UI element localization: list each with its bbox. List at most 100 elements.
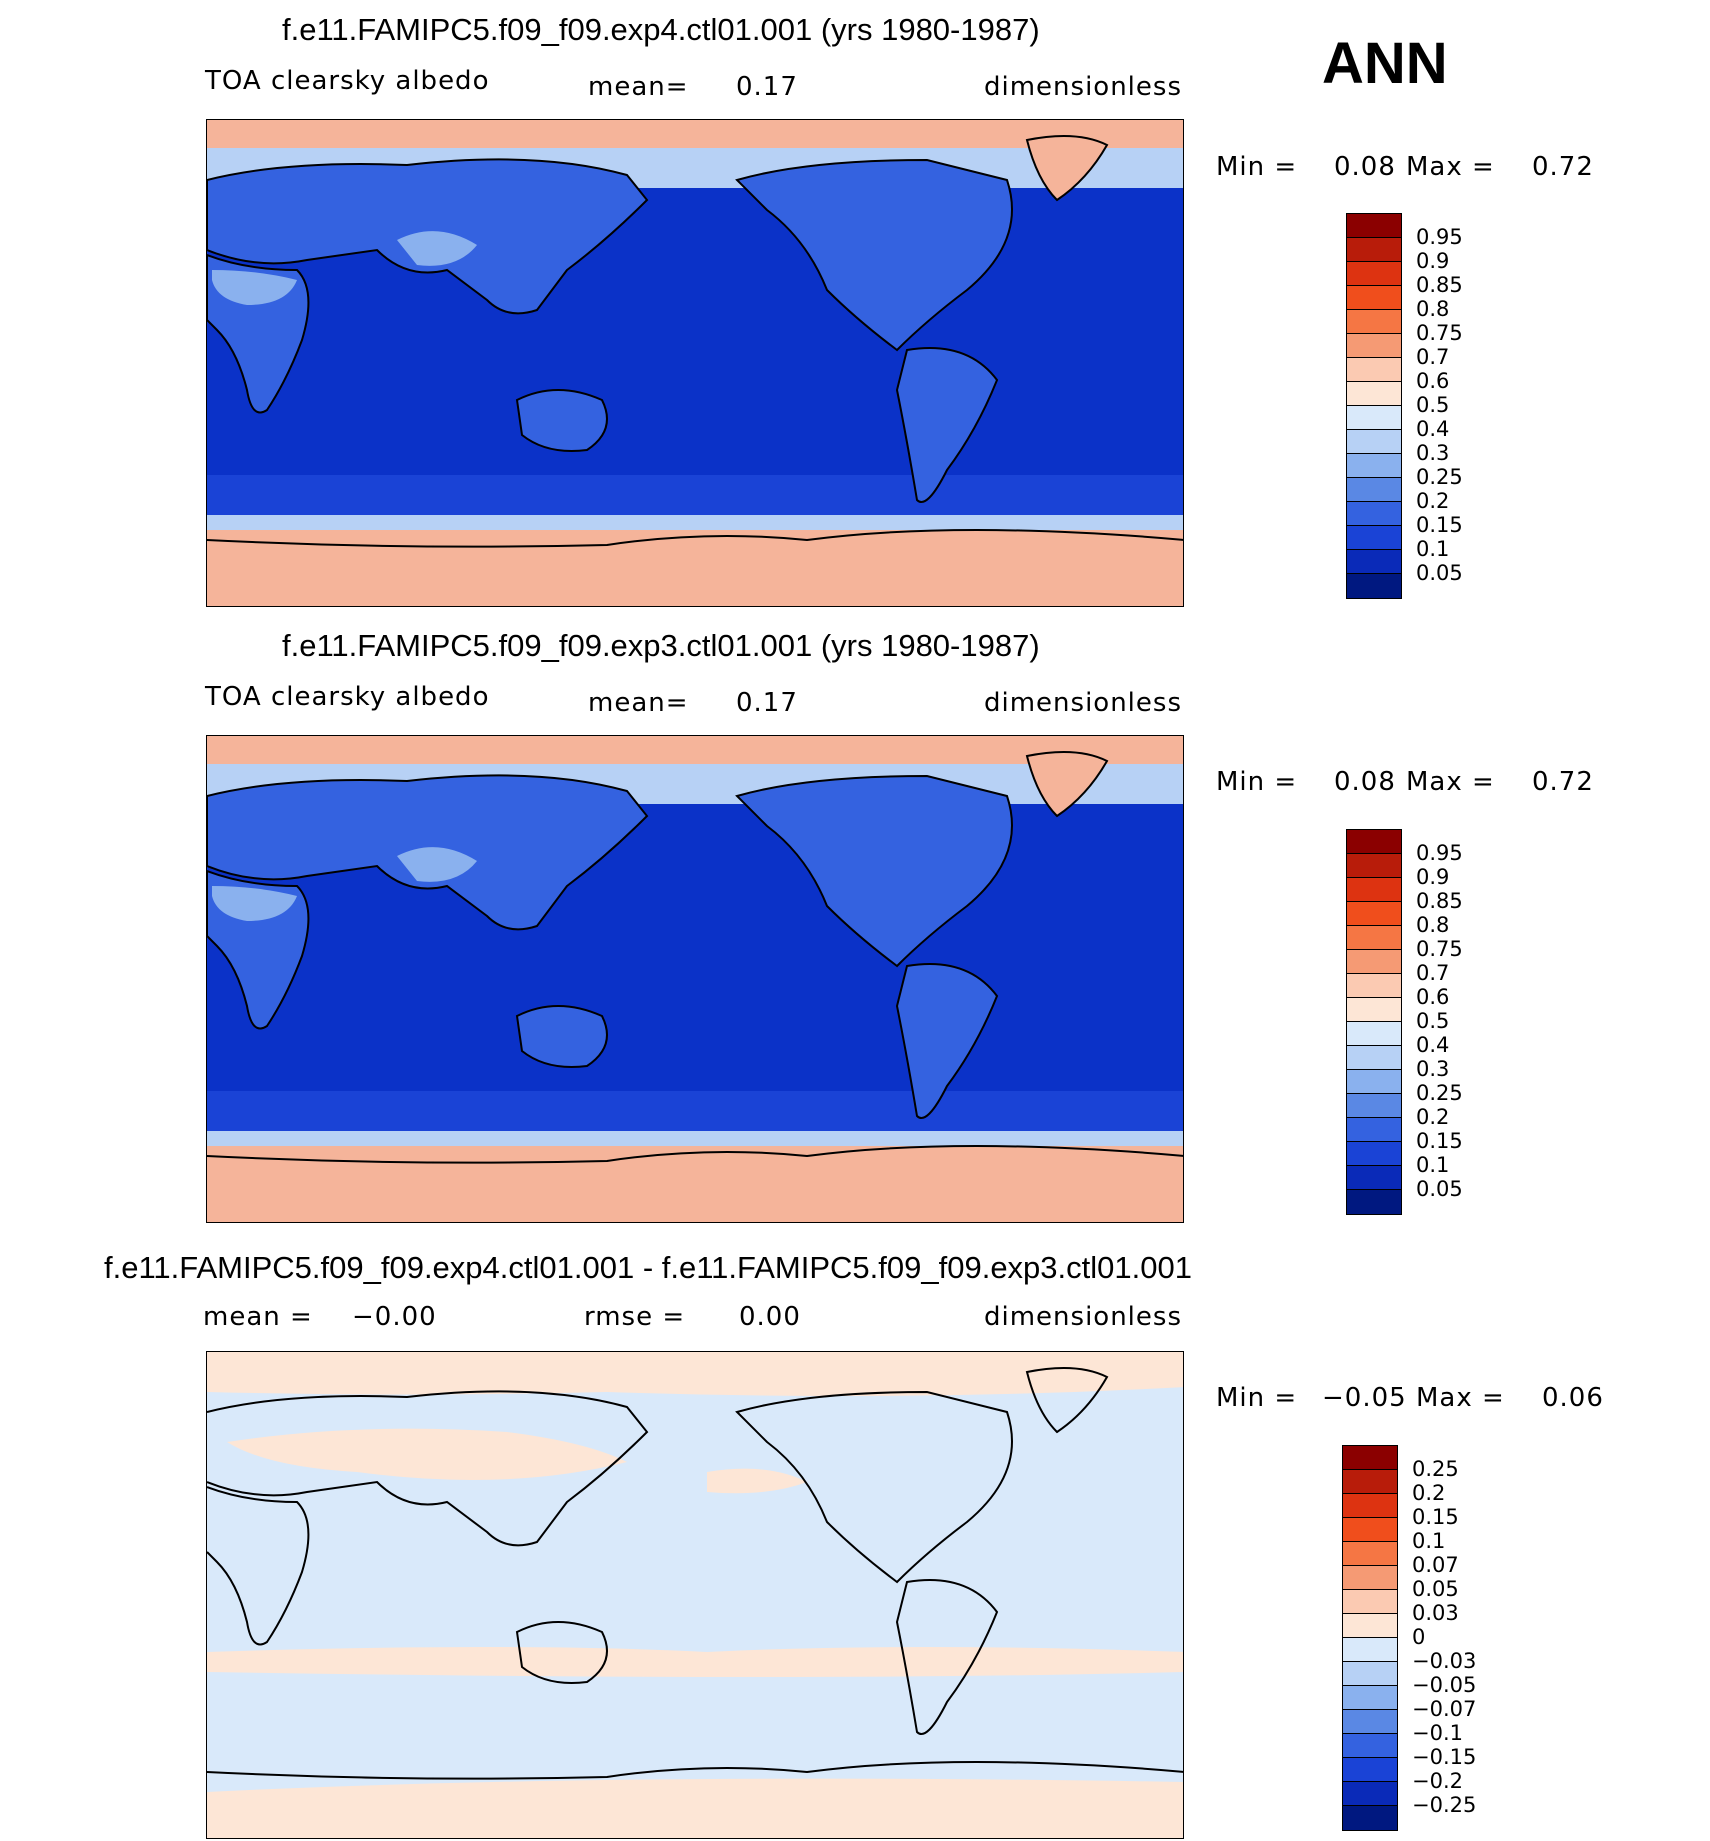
greenland xyxy=(1025,751,1109,818)
colorbar-tick-label: 0.5 xyxy=(1416,1009,1450,1033)
max-label: Max = xyxy=(1406,767,1495,797)
colorbar-swatch xyxy=(1347,238,1401,262)
australia xyxy=(515,389,608,452)
north-america-outline xyxy=(735,1390,1013,1584)
colorbar-swatch xyxy=(1347,310,1401,334)
colorbar-swatch xyxy=(1347,502,1401,526)
colorbar-swatch xyxy=(1343,1686,1397,1710)
colorbar-swatch xyxy=(1343,1494,1397,1518)
colorbar-tick-label: 0.95 xyxy=(1416,841,1463,865)
arctic-band xyxy=(207,120,1183,150)
tibet-plateau xyxy=(397,847,477,882)
colorbar-swatch xyxy=(1347,574,1401,598)
colorbar-tick-label: 0.05 xyxy=(1412,1577,1459,1601)
colorbar-tick-label: 0.2 xyxy=(1416,1105,1450,1129)
south-america-outline xyxy=(895,1579,999,1735)
southern-ocean-band xyxy=(207,475,1183,515)
colorbar-swatch xyxy=(1343,1806,1397,1830)
colorbar-tick-label: 0.4 xyxy=(1416,417,1450,441)
colorbar-swatch xyxy=(1347,1046,1401,1070)
colorbar-swatch xyxy=(1347,926,1401,950)
colorbar-swatch xyxy=(1347,382,1401,406)
colorbar-tick-label: 0.8 xyxy=(1416,297,1450,321)
colorbar-exp3 xyxy=(1346,829,1402,1215)
colorbar-swatch xyxy=(1347,830,1401,854)
arctic-band xyxy=(207,736,1183,766)
colorbar-tick-label: 0.75 xyxy=(1416,321,1463,345)
colorbar-swatch xyxy=(1343,1638,1397,1662)
colorbar-tick-label: 0.85 xyxy=(1416,273,1463,297)
sahara xyxy=(212,270,297,305)
colorbar-tick-label: 0.9 xyxy=(1416,865,1450,889)
colorbar-swatch xyxy=(1347,358,1401,382)
colorbar-tick-label: −0.15 xyxy=(1412,1745,1477,1769)
min-value: −0.05 xyxy=(1322,1383,1407,1413)
colorbar-tick-label: 0.95 xyxy=(1416,225,1463,249)
map-exp4 xyxy=(206,119,1184,607)
africa-outline xyxy=(207,1486,310,1646)
variable-label: TOA clearsky albedo xyxy=(205,66,490,96)
colorbar-tick-label: 0.5 xyxy=(1416,393,1450,417)
south-america xyxy=(895,347,999,503)
colorbar-tick-label: 0.7 xyxy=(1416,961,1450,985)
colorbar-tick-label: 0.8 xyxy=(1416,913,1450,937)
colorbar-swatch xyxy=(1343,1518,1397,1542)
mean-label: mean = xyxy=(203,1302,313,1332)
colorbar-tick-label: −0.03 xyxy=(1412,1649,1477,1673)
colorbar-tick-label: 0.3 xyxy=(1416,441,1450,465)
colorbar-tick-label: −0.07 xyxy=(1412,1697,1477,1721)
min-label: Min = xyxy=(1216,1383,1298,1413)
colorbar-swatch xyxy=(1347,1070,1401,1094)
north-america xyxy=(735,158,1013,352)
colorbar-tick-label: 0.1 xyxy=(1416,537,1450,561)
australia xyxy=(515,1005,608,1068)
colorbar-tick-label: −0.25 xyxy=(1412,1793,1477,1817)
mean-value: 0.17 xyxy=(736,72,798,102)
min-label: Min = xyxy=(1216,152,1298,182)
colorbar-swatch xyxy=(1347,998,1401,1022)
panel-title: f.e11.FAMIPC5.f09_f09.exp4.ctl01.001 (yr… xyxy=(282,12,1040,47)
diff-field xyxy=(207,1352,1183,1838)
mean-label: mean= xyxy=(588,72,689,102)
greenland xyxy=(1025,135,1109,202)
colorbar-swatch xyxy=(1343,1614,1397,1638)
colorbar-tick-label: 0.15 xyxy=(1416,1129,1463,1153)
colorbar-swatch xyxy=(1347,406,1401,430)
map-field xyxy=(207,1352,1183,1838)
colorbar-swatch xyxy=(1347,214,1401,238)
min-label: Min = xyxy=(1216,767,1298,797)
colorbar-tick-label: 0.75 xyxy=(1416,937,1463,961)
panel-title: f.e11.FAMIPC5.f09_f09.exp3.ctl01.001 (yr… xyxy=(282,628,1040,663)
colorbar-tick-label: 0.25 xyxy=(1416,1081,1463,1105)
colorbar-swatch xyxy=(1347,1094,1401,1118)
colorbar-tick-label: 0.1 xyxy=(1412,1529,1446,1553)
colorbar-tick-label: 0.6 xyxy=(1416,369,1450,393)
colorbar-swatch xyxy=(1347,878,1401,902)
colorbar-swatch xyxy=(1347,854,1401,878)
map-difference xyxy=(206,1351,1184,1839)
colorbar-swatch xyxy=(1347,1022,1401,1046)
antarctic-coast xyxy=(207,1145,1183,1164)
diff-positive-arctic xyxy=(207,1352,1183,1396)
colorbar-tick-label: 0.15 xyxy=(1416,513,1463,537)
colorbar-swatch xyxy=(1347,950,1401,974)
colorbar-tick-label: 0.1 xyxy=(1416,1153,1450,1177)
panel-title: f.e11.FAMIPC5.f09_f09.exp4.ctl01.001 - f… xyxy=(104,1250,1192,1285)
max-value: 0.72 xyxy=(1532,767,1594,797)
rmse-label: rmse = xyxy=(584,1302,686,1332)
colorbar-tick-label: 0.4 xyxy=(1416,1033,1450,1057)
colorbar-swatch xyxy=(1343,1590,1397,1614)
colorbar-swatch xyxy=(1347,262,1401,286)
colorbar-tick-label: −0.05 xyxy=(1412,1673,1477,1697)
colorbar-swatch xyxy=(1347,526,1401,550)
colorbar-swatch xyxy=(1343,1758,1397,1782)
mean-label: mean= xyxy=(588,688,689,718)
antarctic-coast xyxy=(207,529,1183,548)
australia-outline xyxy=(515,1621,608,1684)
colorbar-difference xyxy=(1342,1445,1398,1831)
colorbar-swatch xyxy=(1343,1470,1397,1494)
variable-label: TOA clearsky albedo xyxy=(205,682,490,712)
colorbar-swatch xyxy=(1347,974,1401,998)
diff-positive-pacific xyxy=(707,1468,807,1494)
colorbar-tick-label: 0.05 xyxy=(1416,561,1463,585)
